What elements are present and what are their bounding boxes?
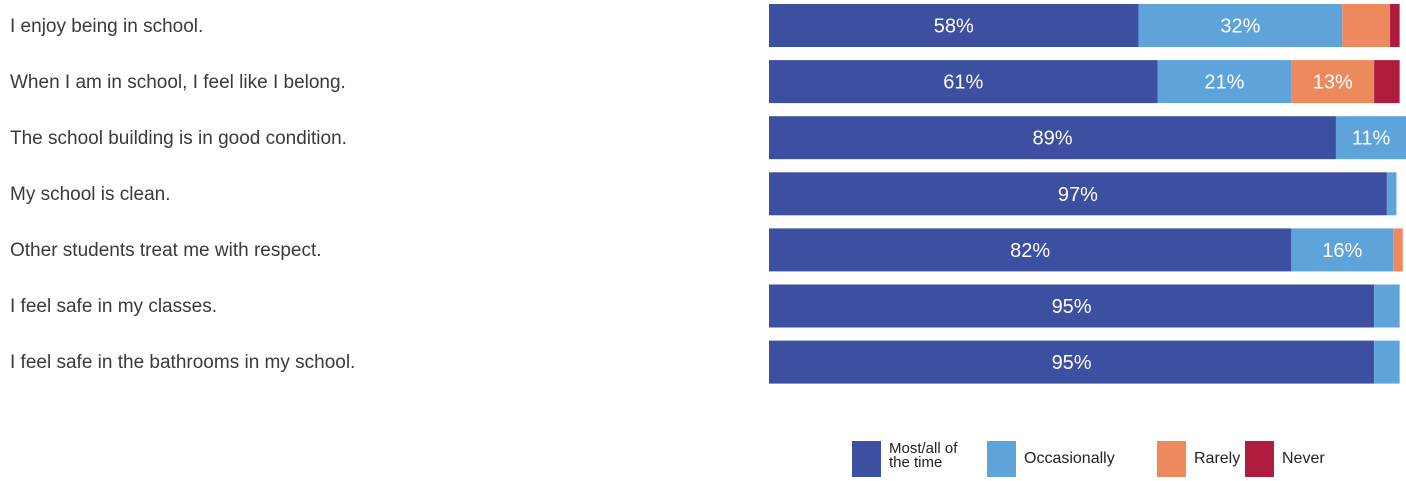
bar-segment-most-all-of-the-time — [769, 116, 1336, 160]
data-label: 89% — [1032, 128, 1072, 150]
data-label: 95% — [1052, 352, 1092, 374]
bar-segment-most-all-of-the-time — [769, 228, 1292, 272]
bar-segment-occasionally — [1335, 116, 1406, 160]
category-label: I enjoy being in school. — [10, 15, 204, 37]
stacked-bar-chart: 58% 32% 61% 21% 13% 89% 11% 97% 82% 16% 95% 95% — [769, 4, 1406, 384]
bar-segment-rarely — [1393, 228, 1403, 272]
category-label: Other students treat me with respect. — [10, 239, 322, 261]
legend-label: Rarely — [1194, 450, 1241, 467]
bar-segment-most-all-of-the-time — [769, 172, 1387, 216]
bar-segment-most-all-of-the-time — [769, 340, 1375, 384]
legend-label: Most/all of the time — [889, 440, 958, 472]
bar-segment-most-all-of-the-time — [769, 4, 1139, 47]
bar-segment-occasionally — [1374, 340, 1400, 384]
legend-swatch — [1245, 441, 1274, 477]
bar-segment-rarely — [1342, 4, 1391, 47]
data-label: 82% — [1010, 240, 1050, 262]
bar-segment-occasionally — [1138, 4, 1343, 47]
data-label: 13% — [1313, 72, 1353, 94]
data-label: 58% — [934, 16, 974, 38]
category-label: The school building is in good condition… — [10, 127, 347, 149]
bar-segment-occasionally — [1291, 228, 1394, 272]
data-label: 21% — [1204, 72, 1244, 94]
bar-segment-occasionally — [1157, 60, 1292, 104]
data-label: 95% — [1052, 296, 1092, 318]
category-label: I feel safe in the bathrooms in my schoo… — [10, 352, 356, 374]
data-label: 61% — [943, 72, 983, 94]
category-label: My school is clean. — [10, 183, 171, 205]
bar-segment-rarely — [1291, 60, 1375, 104]
bar-segment-most-all-of-the-time — [769, 284, 1375, 328]
data-label: 32% — [1220, 16, 1260, 38]
legend-swatch — [1157, 441, 1186, 477]
legend-swatch — [987, 441, 1016, 477]
data-label: 97% — [1058, 184, 1098, 206]
data-label: 16% — [1322, 240, 1362, 262]
legend-label: Never — [1282, 450, 1325, 467]
category-label: When I am in school, I feel like I belon… — [10, 71, 346, 93]
legend-swatch — [852, 441, 881, 477]
bar-segment-most-all-of-the-time — [769, 60, 1158, 104]
bar-segment-never — [1374, 60, 1400, 104]
category-label: I feel safe in my classes. — [10, 296, 217, 317]
legend-label: Occasionally — [1024, 450, 1115, 467]
bar-segment-occasionally — [1374, 284, 1400, 328]
data-label: 11% — [1352, 128, 1391, 150]
bar-segment-never — [1390, 4, 1400, 47]
bar-segment-occasionally — [1386, 172, 1397, 216]
